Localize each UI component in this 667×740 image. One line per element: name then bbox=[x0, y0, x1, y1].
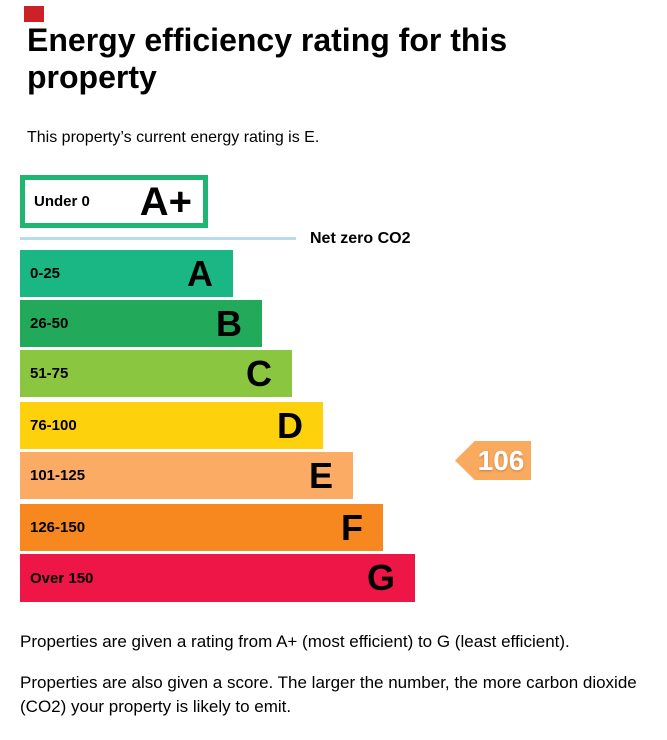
band-letter: A bbox=[187, 252, 213, 294]
current-score-value: 106 bbox=[477, 444, 525, 476]
band-range-label: Under 0 bbox=[34, 193, 90, 210]
band-f: 126-150 F bbox=[20, 504, 383, 551]
band-letter: E bbox=[308, 454, 333, 496]
band-range-label: Over 150 bbox=[30, 569, 94, 587]
band-a-plus: Under 0 A+ bbox=[20, 175, 208, 228]
band-e: 101-125 E bbox=[20, 452, 353, 499]
band-letter: C bbox=[246, 352, 272, 394]
band-letter: G bbox=[366, 557, 395, 598]
band-range-label: 0-25 bbox=[30, 265, 61, 282]
current-rating-text: This property’s current energy rating is… bbox=[27, 129, 320, 146]
band-range-label: 26-50 bbox=[30, 315, 69, 332]
band-range-label: 76-100 bbox=[30, 417, 77, 434]
band-range-label: 101-125 bbox=[30, 467, 86, 484]
band-c: 51-75 C bbox=[20, 350, 292, 397]
net-zero-label: Net zero CO2 bbox=[310, 230, 411, 247]
band-range-label: 51-75 bbox=[30, 365, 69, 382]
page-title: Energy efficiency rating for this proper… bbox=[27, 22, 508, 95]
band-d: 76-100 D bbox=[20, 402, 323, 449]
band-letter: B bbox=[216, 302, 242, 344]
red-image-placeholder-icon bbox=[24, 6, 44, 22]
band-b: 26-50 B bbox=[20, 300, 262, 347]
score-explanation-text: Properties are also given a score. The l… bbox=[20, 673, 637, 716]
band-a: 0-25 A bbox=[20, 250, 233, 297]
energy-rating-chart: Under 0 A+ Net zero CO2 0-25 A 26-50 B 5… bbox=[20, 175, 531, 602]
net-zero-line bbox=[20, 237, 296, 240]
band-letter: F bbox=[341, 506, 363, 548]
current-score-pointer: 106 bbox=[455, 441, 531, 480]
band-range-label: 126-150 bbox=[30, 519, 86, 536]
band-letter: D bbox=[277, 404, 303, 446]
rating-explanation-text: Properties are given a rating from A+ (m… bbox=[20, 632, 570, 651]
band-letter: A+ bbox=[139, 179, 192, 224]
band-g: Over 150 G bbox=[20, 554, 415, 602]
